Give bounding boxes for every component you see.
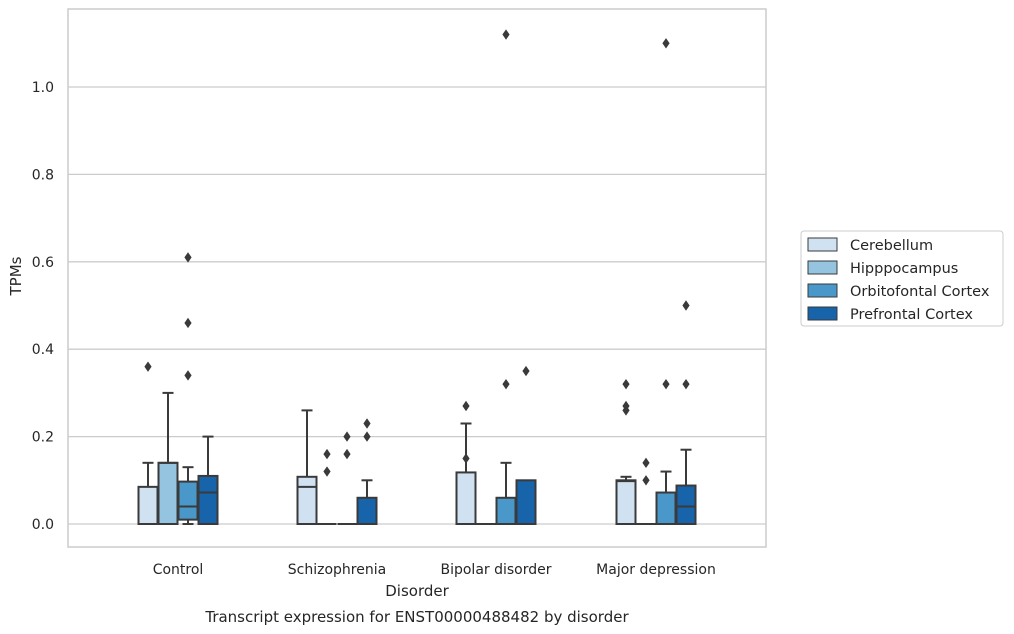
gridlines	[68, 86, 766, 525]
box-rect	[655, 491, 677, 526]
x-tick-label: Bipolar disorder	[440, 562, 551, 578]
box-rect	[675, 484, 697, 526]
outlier-point	[144, 361, 152, 372]
x-tick-label: Schizophrenia	[288, 562, 386, 578]
legend-swatch	[807, 283, 838, 298]
y-tick-label: 0.0	[32, 517, 54, 533]
y-tick-label: 0.8	[32, 167, 54, 183]
y-axis-ticks: 0.0 0.2 0.4 0.6 0.8 1.0	[32, 80, 54, 533]
box-2-0	[455, 400, 477, 525]
y-tick-label: 0.6	[32, 255, 54, 271]
box-rect	[197, 474, 219, 525]
legend-swatch	[807, 260, 838, 275]
box-1-1	[317, 448, 337, 525]
outlier-point	[662, 378, 670, 390]
outlier-point	[662, 38, 670, 49]
x-tick-label: Major depression	[596, 562, 716, 578]
box-1-2	[337, 431, 357, 525]
outlier-point	[642, 457, 650, 469]
y-axis-label: TPMs	[7, 256, 25, 296]
outlier-point	[622, 378, 630, 390]
outlier-point	[502, 378, 510, 390]
outlier-point	[522, 365, 530, 377]
outlier-point	[682, 300, 690, 311]
box-rect	[515, 479, 537, 525]
box-1-0	[296, 409, 318, 525]
outlier-point	[642, 475, 650, 486]
outlier-point	[682, 378, 690, 390]
outlier-point	[343, 431, 351, 442]
box-0-1	[157, 391, 179, 526]
box-2-3	[515, 365, 537, 525]
legend-frame	[800, 230, 1004, 327]
box-0-3	[197, 435, 219, 525]
x-tick-label: Control	[153, 562, 204, 578]
outlier-point	[184, 317, 192, 329]
outlier-point	[184, 370, 192, 381]
outlier-point	[502, 29, 510, 40]
legend-item-label: Orbitofontal Cortex	[850, 284, 990, 300]
legend-item-label: Prefrontal Cortex	[850, 307, 973, 323]
box-3-3	[675, 300, 697, 526]
box-3-2	[655, 378, 677, 526]
outlier-point	[462, 400, 470, 412]
box-0-0	[137, 361, 159, 526]
outlier-point	[363, 431, 371, 442]
x-axis-ticks: Control Schizophrenia Bipolar disorder Majo…	[153, 562, 716, 578]
box-0-2	[177, 252, 199, 525]
x-axis-label: Disorder	[385, 582, 449, 600]
box-rect	[296, 475, 318, 525]
box-series	[137, 29, 697, 526]
y-tick-label: 0.2	[32, 430, 54, 446]
box-1-3	[356, 418, 378, 525]
outlier-point	[343, 448, 351, 460]
outlier-point	[323, 466, 331, 477]
legend-swatch	[807, 306, 838, 321]
legend-item-label: Cerebellum	[850, 238, 933, 254]
box-3-1	[636, 457, 656, 525]
outlier-point	[184, 252, 192, 263]
box-rect	[615, 479, 637, 525]
chart-caption: Transcript expression for ENST0000048848…	[204, 608, 629, 626]
box-rect	[356, 496, 378, 525]
plot-frame	[67, 8, 767, 548]
outlier-point	[323, 448, 331, 460]
legend: Cerebellum Hipppocampus Orbitofontal Corte…	[800, 230, 1004, 327]
outlier-point	[462, 453, 470, 464]
box-2-2	[495, 378, 517, 525]
legend-swatch	[807, 237, 838, 252]
box-3-0	[615, 378, 637, 525]
y-tick-label: 1.0	[32, 80, 54, 96]
outlier-point	[363, 418, 371, 429]
box-rect	[455, 471, 477, 525]
y-tick-label: 0.4	[32, 342, 54, 358]
box-rect	[177, 480, 199, 521]
box-rect	[137, 485, 159, 526]
box-rect	[495, 496, 517, 525]
legend-item-label: Hipppocampus	[850, 261, 958, 277]
box-rect	[157, 461, 179, 526]
outlier-point	[622, 405, 630, 416]
